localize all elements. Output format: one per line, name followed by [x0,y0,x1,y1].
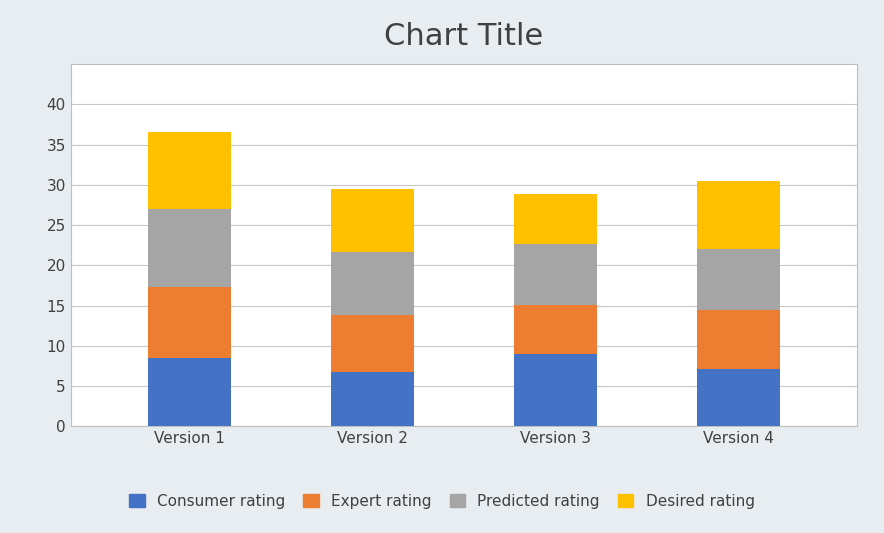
Title: Chart Title: Chart Title [385,21,544,51]
Bar [332,372,414,426]
Bar [149,132,231,209]
Bar [514,354,597,426]
Bar [332,252,414,315]
Bar [332,189,414,252]
Bar [149,209,231,287]
Bar [514,195,597,244]
Bar [697,181,780,249]
Bar [697,310,780,369]
Bar [514,244,597,305]
Bar [514,305,597,354]
Bar [697,369,780,426]
Bar [149,287,231,358]
Bar [149,358,231,426]
Bar [697,249,780,310]
Legend: Consumer rating, Expert rating, Predicted rating, Desired rating: Consumer rating, Expert rating, Predicte… [123,488,761,515]
Bar [332,315,414,372]
